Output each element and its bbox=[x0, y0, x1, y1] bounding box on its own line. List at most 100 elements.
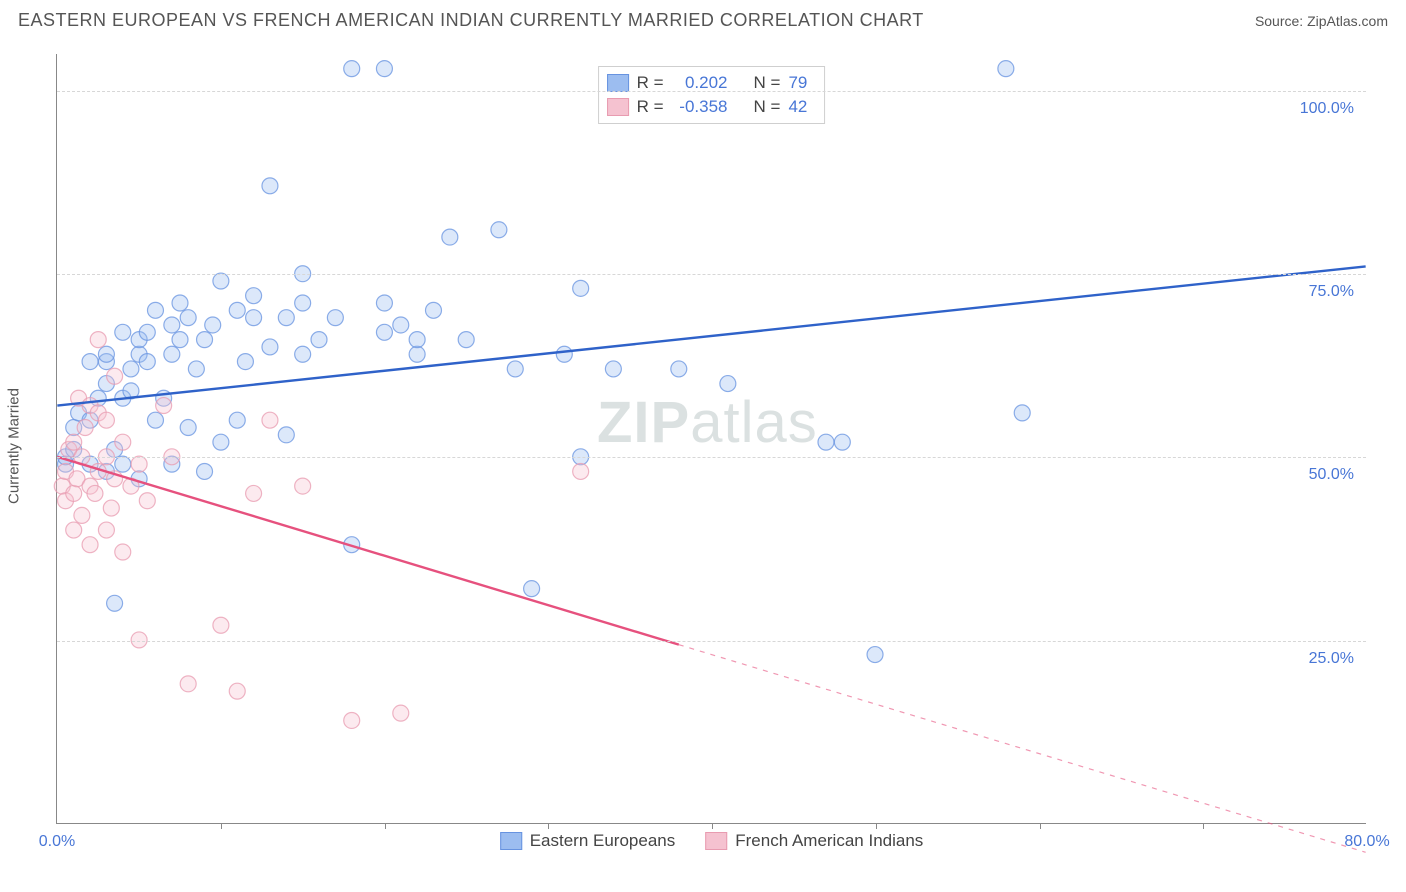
data-point bbox=[87, 485, 103, 501]
data-point bbox=[507, 361, 523, 377]
xtick-mark bbox=[548, 823, 549, 829]
legend-swatch bbox=[500, 832, 522, 850]
data-point bbox=[213, 434, 229, 450]
data-point bbox=[818, 434, 834, 450]
legend-label: Eastern Europeans bbox=[530, 831, 676, 851]
trend-line-dashed bbox=[679, 645, 1366, 853]
data-point bbox=[82, 354, 98, 370]
ytick-label: 50.0% bbox=[1309, 466, 1354, 484]
data-point bbox=[197, 332, 213, 348]
legend-swatch bbox=[607, 74, 629, 92]
data-point bbox=[66, 434, 82, 450]
xtick-label: 80.0% bbox=[1344, 833, 1389, 851]
data-point bbox=[229, 683, 245, 699]
data-point bbox=[524, 581, 540, 597]
data-point bbox=[107, 595, 123, 611]
ytick-label: 25.0% bbox=[1309, 650, 1354, 668]
data-point bbox=[115, 324, 131, 340]
chart-title: EASTERN EUROPEAN VS FRENCH AMERICAN INDI… bbox=[18, 10, 924, 31]
data-point bbox=[139, 493, 155, 509]
data-point bbox=[82, 537, 98, 553]
stat-n-label: N = bbox=[754, 97, 781, 117]
bottom-legend-item: French American Indians bbox=[705, 831, 923, 851]
xtick-mark bbox=[1040, 823, 1041, 829]
data-point bbox=[139, 354, 155, 370]
data-point bbox=[867, 647, 883, 663]
data-point bbox=[1014, 405, 1030, 421]
data-point bbox=[376, 324, 392, 340]
data-point bbox=[147, 302, 163, 318]
data-point bbox=[147, 412, 163, 428]
chart-source: Source: ZipAtlas.com bbox=[1255, 13, 1388, 29]
data-point bbox=[164, 346, 180, 362]
data-point bbox=[246, 310, 262, 326]
data-point bbox=[103, 500, 119, 516]
data-point bbox=[90, 332, 106, 348]
data-point bbox=[139, 324, 155, 340]
legend-label: French American Indians bbox=[735, 831, 923, 851]
stats-legend: R =0.202N =79R =-0.358N =42 bbox=[598, 66, 826, 124]
stats-legend-row: R =-0.358N =42 bbox=[607, 95, 817, 119]
data-point bbox=[556, 346, 572, 362]
data-point bbox=[295, 295, 311, 311]
data-point bbox=[425, 302, 441, 318]
data-point bbox=[237, 354, 253, 370]
xtick-label: 0.0% bbox=[39, 833, 75, 851]
data-point bbox=[123, 361, 139, 377]
data-point bbox=[172, 295, 188, 311]
data-point bbox=[376, 295, 392, 311]
gridline-h bbox=[57, 457, 1366, 458]
data-point bbox=[180, 676, 196, 692]
data-point bbox=[115, 434, 131, 450]
legend-swatch bbox=[705, 832, 727, 850]
ytick-label: 100.0% bbox=[1300, 100, 1354, 118]
data-point bbox=[458, 332, 474, 348]
data-point bbox=[671, 361, 687, 377]
xtick-mark bbox=[1203, 823, 1204, 829]
data-point bbox=[262, 178, 278, 194]
data-point bbox=[295, 478, 311, 494]
data-point bbox=[998, 61, 1014, 77]
data-point bbox=[98, 346, 114, 362]
data-point bbox=[188, 361, 204, 377]
data-point bbox=[262, 412, 278, 428]
data-point bbox=[262, 339, 278, 355]
data-point bbox=[246, 485, 262, 501]
data-point bbox=[246, 288, 262, 304]
data-point bbox=[213, 617, 229, 633]
gridline-h bbox=[57, 274, 1366, 275]
data-point bbox=[311, 332, 327, 348]
legend-swatch bbox=[607, 98, 629, 116]
data-point bbox=[156, 398, 172, 414]
data-point bbox=[98, 522, 114, 538]
xtick-mark bbox=[385, 823, 386, 829]
gridline-h bbox=[57, 91, 1366, 92]
data-point bbox=[180, 420, 196, 436]
trend-line bbox=[57, 457, 678, 645]
source-prefix: Source: bbox=[1255, 13, 1307, 29]
data-point bbox=[180, 310, 196, 326]
source-name: ZipAtlas.com bbox=[1307, 13, 1388, 29]
data-point bbox=[409, 332, 425, 348]
data-point bbox=[834, 434, 850, 450]
data-point bbox=[720, 376, 736, 392]
data-point bbox=[573, 280, 589, 296]
data-point bbox=[115, 456, 131, 472]
data-point bbox=[172, 332, 188, 348]
y-axis-label: Currently Married bbox=[6, 388, 23, 504]
stat-r-label: R = bbox=[637, 97, 664, 117]
data-point bbox=[409, 346, 425, 362]
stat-n-value: 42 bbox=[788, 97, 816, 117]
data-point bbox=[376, 61, 392, 77]
plot-area: ZIPatlas R =0.202N =79R =-0.358N =42 Eas… bbox=[56, 54, 1366, 824]
bottom-legend-item: Eastern Europeans bbox=[500, 831, 676, 851]
data-point bbox=[573, 463, 589, 479]
data-point bbox=[295, 346, 311, 362]
data-point bbox=[77, 420, 93, 436]
xtick-mark bbox=[712, 823, 713, 829]
bottom-legend: Eastern Europeans French American Indians bbox=[500, 831, 924, 851]
data-point bbox=[213, 273, 229, 289]
data-point bbox=[278, 427, 294, 443]
data-point bbox=[327, 310, 343, 326]
data-point bbox=[344, 61, 360, 77]
